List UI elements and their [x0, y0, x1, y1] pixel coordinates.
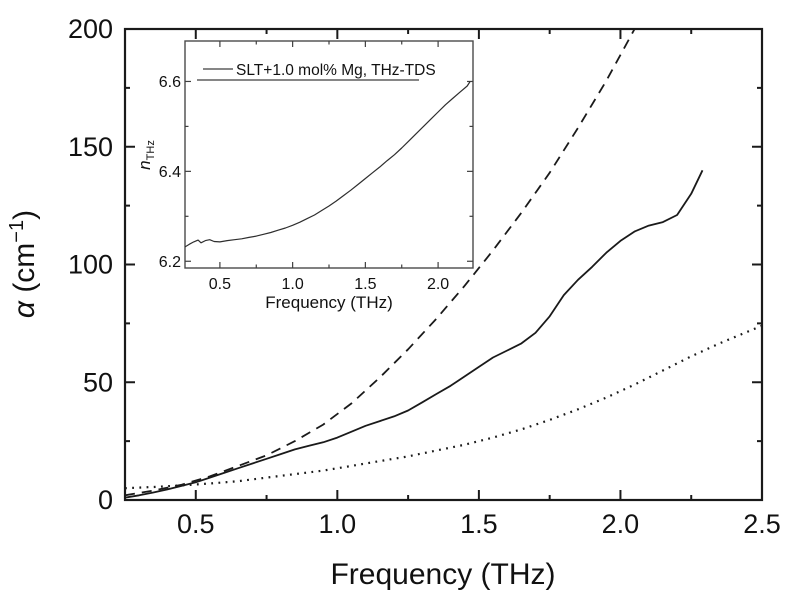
- y-tick-label: 0: [98, 485, 113, 515]
- inset-axis-ticks: [185, 41, 473, 268]
- alpha-curve-dotted: [125, 324, 762, 490]
- main-curves: [125, 29, 762, 499]
- y-tick-label: 6.6: [159, 74, 181, 91]
- alpha-curve-dashed: [125, 29, 636, 497]
- y-tick-label: 6.2: [159, 254, 181, 271]
- main-axis-ticks: [125, 28, 763, 501]
- y-tick-label: 150: [68, 132, 113, 162]
- inset-tick-labels: 0.5 1.0 1.5 2.0 6.2 6.4 6.6: [159, 74, 450, 293]
- inset-plot-frame: [184, 40, 474, 269]
- main-tick-labels: 0.5 1.0 1.5 2.0 2.5 0 50 100 150 200: [68, 14, 781, 539]
- inset-x-axis-label: Frequency (THz): [265, 293, 393, 312]
- inset-y-axis-label: nTHz: [135, 140, 157, 170]
- x-tick-label: 2.5: [743, 509, 781, 539]
- y-tick-label: 100: [68, 250, 113, 280]
- inset-curves: [185, 81, 471, 248]
- main-y-axis-label: α (cm−1): [6, 210, 41, 318]
- inset-legend: SLT+1.0 mol% Mg, THz-TDS: [197, 62, 436, 81]
- x-tick-label: 1.0: [282, 276, 304, 293]
- legend-label: SLT+1.0 mol% Mg, THz-TDS: [236, 62, 436, 79]
- x-tick-label: 0.5: [177, 509, 215, 539]
- y-tick-label: 50: [83, 367, 113, 397]
- y-tick-label: 6.4: [159, 164, 181, 181]
- main-x-axis-label: Frequency (THz): [330, 558, 555, 591]
- refractive-index-curve-solid: [185, 81, 471, 248]
- main-plot: 0.5 1.0 1.5 2.0 2.5 0 50 100 150 200 Frequency (T…: [6, 14, 781, 591]
- x-tick-label: 1.5: [354, 276, 376, 293]
- inset-plot: 0.5 1.0 1.5 2.0 6.2 6.4 6.6 SLT+1.0 mol% Mg, T…: [135, 40, 474, 312]
- alpha-curve-solid: [125, 169, 704, 499]
- x-tick-label: 2.0: [427, 276, 449, 293]
- x-tick-label: 2.0: [602, 509, 640, 539]
- x-tick-label: 0.5: [209, 276, 231, 293]
- y-tick-label: 200: [68, 14, 113, 44]
- x-tick-label: 1.0: [319, 509, 357, 539]
- x-tick-label: 1.5: [460, 509, 498, 539]
